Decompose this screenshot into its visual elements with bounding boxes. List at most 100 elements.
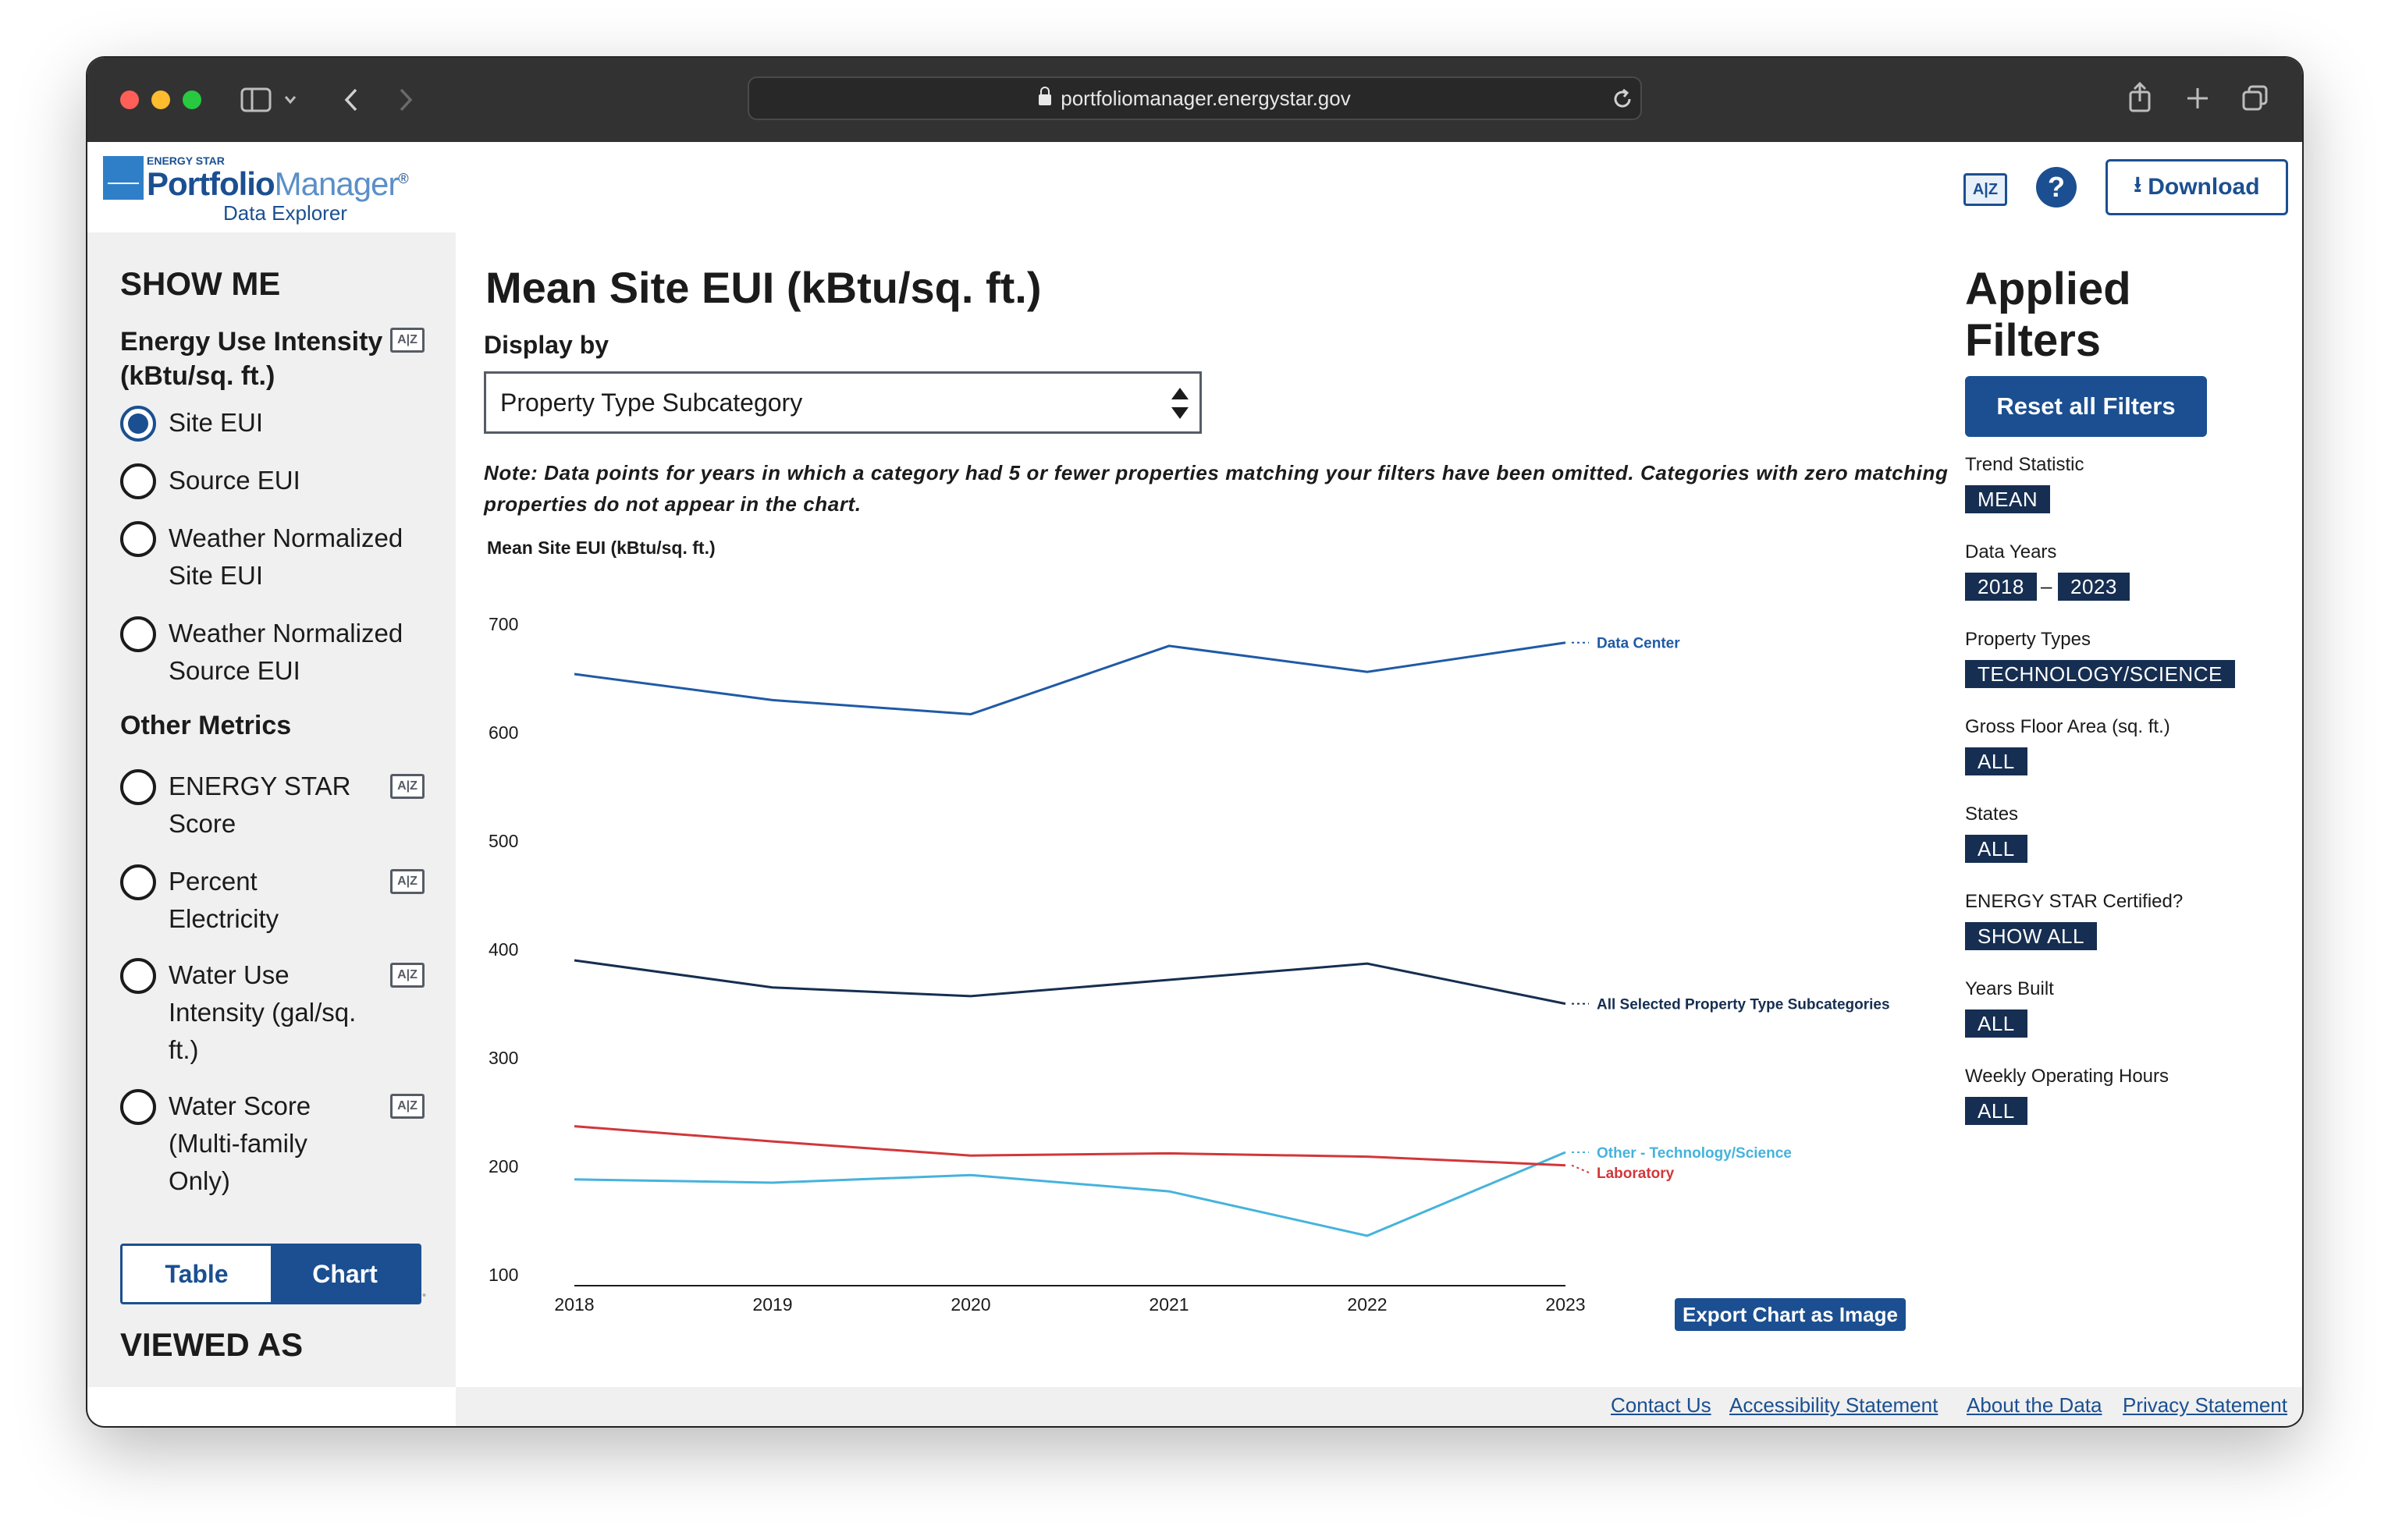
property-types-label: Property Types	[1965, 629, 2091, 650]
radio-water-score[interactable]	[120, 1089, 156, 1125]
y-tick-label: 100	[489, 1265, 518, 1285]
energy-star-certified-chip[interactable]: SHOW ALL	[1965, 922, 2097, 950]
browser-window: portfoliomanager.energystar.gov ENERGY S…	[87, 58, 2302, 1426]
show-me-heading: SHOW ME	[120, 265, 281, 302]
years-built-label: Years Built	[1965, 978, 2054, 999]
footer-link-about-the-data[interactable]: About the Data	[1967, 1393, 2102, 1417]
display-by-label: Display by	[484, 331, 609, 359]
viewed-as-heading: VIEWED AS	[120, 1326, 304, 1363]
trend-statistic-chip[interactable]: MEAN	[1965, 485, 2051, 513]
states-label: States	[1965, 804, 2019, 825]
series-label: All Selected Property Type Subcategories	[1597, 997, 1890, 1013]
radio-site-eui[interactable]	[120, 406, 156, 442]
content-layer: Display by Property Type Subcategory Not…	[87, 58, 2302, 1426]
radio-weather-normalized-site-eui[interactable]	[120, 521, 156, 557]
footer-link-accessibility-statement[interactable]: Accessibility Statement	[1729, 1393, 1938, 1417]
series-label: Data Center	[1597, 636, 1680, 652]
portfolio-manager-logo[interactable]: ENERGY STAR PortfolioManager® Data Explo…	[103, 150, 409, 225]
x-tick-label: 2019	[752, 1294, 792, 1315]
chevron-down-icon[interactable]	[284, 95, 297, 105]
back-icon[interactable]	[343, 87, 359, 112]
year-end-chip[interactable]: 2023	[2058, 573, 2130, 601]
percent-electricity-glossary-icon[interactable]: A|Z	[390, 869, 425, 894]
help-icon[interactable]: ?	[2036, 167, 2077, 208]
x-tick-label: 2023	[1545, 1294, 1585, 1315]
display-by-value: Property Type Subcategory	[500, 388, 803, 417]
logo-energystar-text: ENERGY STAR	[147, 154, 225, 167]
x-tick-label: 2018	[554, 1294, 594, 1315]
share-icon[interactable]	[2127, 81, 2152, 114]
energy-star-logo-icon	[103, 156, 144, 200]
radio-weather-normalized-source-eui[interactable]	[120, 616, 156, 652]
data-years-label: Data Years	[1965, 541, 2057, 562]
y-tick-label: 200	[489, 1156, 518, 1176]
page-title: Mean Site EUI (kBtu/sq. ft.)	[485, 263, 1042, 312]
states-chip[interactable]: ALL	[1965, 835, 2027, 863]
label-weather-normalized-source-eui[interactable]: Weather Normalized Source EUI	[169, 619, 403, 685]
water-use-intensity-glossary-icon[interactable]: A|Z	[390, 963, 425, 988]
property-types-chip[interactable]: TECHNOLOGY/SCIENCE	[1965, 660, 2235, 688]
radio-energy-star-score[interactable]	[120, 769, 156, 805]
maximize-window-button[interactable]	[183, 90, 201, 109]
radio-water-use-intensity[interactable]	[120, 958, 156, 994]
logo-subtitle: Data Explorer	[223, 201, 347, 225]
download-button[interactable]: ⭳ Download	[2105, 159, 2288, 215]
lock-icon	[1039, 87, 1052, 105]
gross-floor-area-chip[interactable]: ALL	[1965, 747, 2027, 775]
download-label: Download	[2148, 174, 2260, 200]
reset-filters-button[interactable]: Reset all Filters	[1965, 376, 2207, 437]
label-water-use-intensity[interactable]: Water Use Intensity (gal/sq. ft.)	[169, 960, 357, 1064]
y-tick-label: 300	[489, 1048, 518, 1068]
label-source-eui[interactable]: Source EUI	[169, 466, 300, 495]
energy-star-score-glossary-icon[interactable]: A|Z	[390, 774, 425, 799]
label-weather-normalized-site-eui[interactable]: Weather Normalized Site EUI	[169, 523, 403, 590]
view-chart-button[interactable]: Chart	[271, 1246, 419, 1302]
line-chart: Mean Site EUI (kBtu/sq. ft.) 100 200 300 40…	[487, 538, 1890, 1315]
label-water-score[interactable]: Water Score (Multi-family Only)	[169, 1091, 311, 1195]
x-tick-label: 2021	[1149, 1294, 1189, 1315]
export-chart-button[interactable]: Export Chart as Image	[1675, 1298, 1906, 1331]
minimize-window-button[interactable]	[151, 90, 170, 109]
browser-toolbar: portfoliomanager.energystar.gov	[87, 58, 2302, 142]
weekly-operating-hours-label: Weekly Operating Hours	[1965, 1066, 2169, 1087]
tab-overview-icon[interactable]	[2241, 84, 2269, 112]
eui-glossary-icon[interactable]: A|Z	[390, 328, 425, 353]
view-table-button[interactable]: Table	[123, 1246, 271, 1302]
label-percent-electricity[interactable]: Percent Electricity	[169, 867, 279, 933]
app-header: ENERGY STAR PortfolioManager® Data Explo…	[87, 142, 2302, 232]
years-built-chip[interactable]: ALL	[1965, 1010, 2027, 1038]
energy-star-certified-label: ENERGY STAR Certified?	[1965, 891, 2184, 912]
year-start-chip[interactable]: 2018	[1965, 573, 2037, 601]
display-by-select[interactable]: Property Type Subcategory	[484, 371, 1202, 434]
series-line	[574, 1125, 1566, 1167]
footer-link-privacy-statement[interactable]: Privacy Statement	[2123, 1393, 2287, 1417]
water-score-glossary-icon[interactable]: A|Z	[390, 1094, 425, 1119]
gross-floor-area-label: Gross Floor Area (sq. ft.)	[1965, 716, 2170, 737]
series-label: Other - Technology/Science	[1597, 1145, 1792, 1162]
sidebar-toggle-icon[interactable]	[240, 87, 272, 112]
new-tab-icon[interactable]	[2185, 86, 2210, 111]
reload-icon[interactable]	[1611, 87, 1634, 111]
weekly-operating-hours-chip[interactable]: ALL	[1965, 1097, 2027, 1125]
label-site-eui[interactable]: Site EUI	[169, 408, 264, 437]
sidebar: SHOW ME Energy Use Intensity (kBtu/sq. f…	[87, 232, 456, 1387]
applied-filters-heading: Applied Filters	[1965, 264, 2131, 366]
radio-percent-electricity[interactable]	[120, 864, 156, 900]
y-tick-label: 500	[489, 831, 518, 851]
footer-link-contact-us[interactable]: Contact Us	[1611, 1393, 1711, 1417]
footer	[456, 1387, 2302, 1426]
y-tick-label: 700	[489, 614, 518, 634]
series-line	[574, 1151, 1566, 1237]
radio-source-eui[interactable]	[120, 463, 156, 499]
logo-portfolio-manager-text: PortfolioManager®	[147, 165, 409, 202]
forward-icon[interactable]	[398, 87, 414, 112]
other-metrics-heading: Other Metrics	[120, 711, 292, 740]
address-bar[interactable]: portfoliomanager.energystar.gov	[748, 76, 1642, 120]
series-label: Laboratory	[1597, 1166, 1675, 1182]
x-tick-label: 2020	[951, 1294, 990, 1315]
close-window-button[interactable]	[120, 90, 139, 109]
y-tick-label: 400	[489, 939, 518, 960]
label-energy-star-score[interactable]: ENERGY STAR Score	[169, 772, 351, 838]
view-toggle: Table Chart	[120, 1244, 421, 1304]
glossary-icon[interactable]: A|Z	[1963, 173, 2007, 206]
